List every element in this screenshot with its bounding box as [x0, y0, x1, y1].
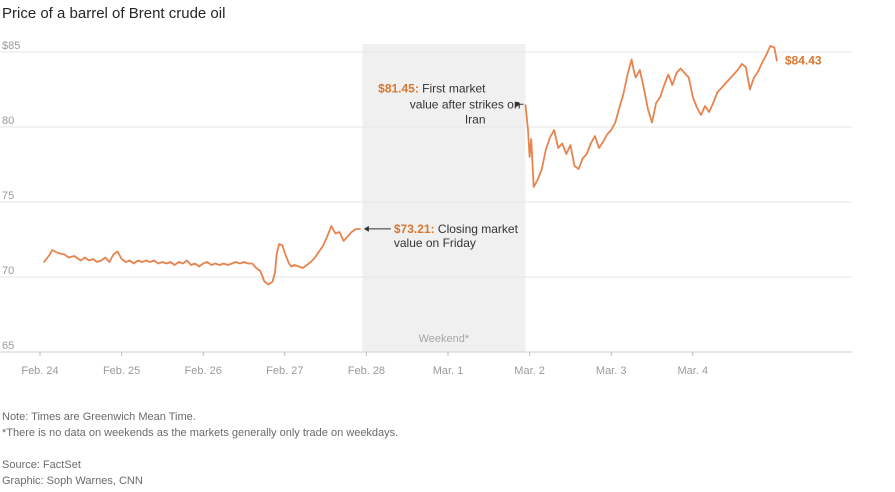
- y-tick-label: 70: [2, 265, 14, 277]
- end-value-label: $84.43: [785, 54, 822, 68]
- y-tick-label: 75: [2, 190, 14, 202]
- y-tick-label: 65: [2, 340, 14, 352]
- x-tick-label: Mar. 1: [433, 365, 464, 377]
- note-time: Note: Times are Greenwich Mean Time.: [2, 411, 196, 423]
- annotation-strikes: $81.45: First market: [378, 81, 486, 95]
- annotation-friday: $73.21: Closing market: [394, 222, 519, 236]
- brent-oil-chart: Weekend* 65 70 75 80 $85 Feb. 24 Feb. 25 Feb. 26…: [0, 40, 852, 377]
- weekend-band: [362, 44, 526, 352]
- credit-text: Graphic: Soph Warnes, CNN: [2, 475, 143, 487]
- annotation-friday-arrowhead: [363, 225, 369, 232]
- price-line-before-weekend: [43, 225, 361, 286]
- y-tick-label: $85: [2, 40, 20, 52]
- x-tick-label: Feb. 25: [103, 365, 140, 377]
- x-tick-label: Feb. 27: [266, 365, 303, 377]
- x-tick-label: Feb. 24: [21, 365, 58, 377]
- price-line-after-weekend: [524, 45, 778, 188]
- annotation-strikes-arrowhead: [515, 101, 521, 108]
- chart-title: Price of a barrel of Brent crude oil: [2, 5, 226, 22]
- weekend-label: Weekend*: [419, 333, 470, 345]
- note-weekend: *There is no data on weekends as the mar…: [2, 427, 399, 439]
- x-tick-label: Mar. 3: [596, 365, 627, 377]
- x-tick-label: Mar. 4: [678, 365, 709, 377]
- annotation-strikes-line3: Iran: [465, 112, 486, 126]
- y-tick-label: 80: [2, 115, 14, 127]
- x-tick-label: Mar. 2: [514, 365, 545, 377]
- x-tick-label: Feb. 28: [348, 365, 385, 377]
- x-tick-label: Feb. 26: [185, 365, 222, 377]
- annotation-strikes-line2: value after strikes on: [410, 97, 521, 111]
- source-text: Source: FactSet: [2, 459, 81, 471]
- annotation-friday-line2: value on Friday: [394, 236, 476, 250]
